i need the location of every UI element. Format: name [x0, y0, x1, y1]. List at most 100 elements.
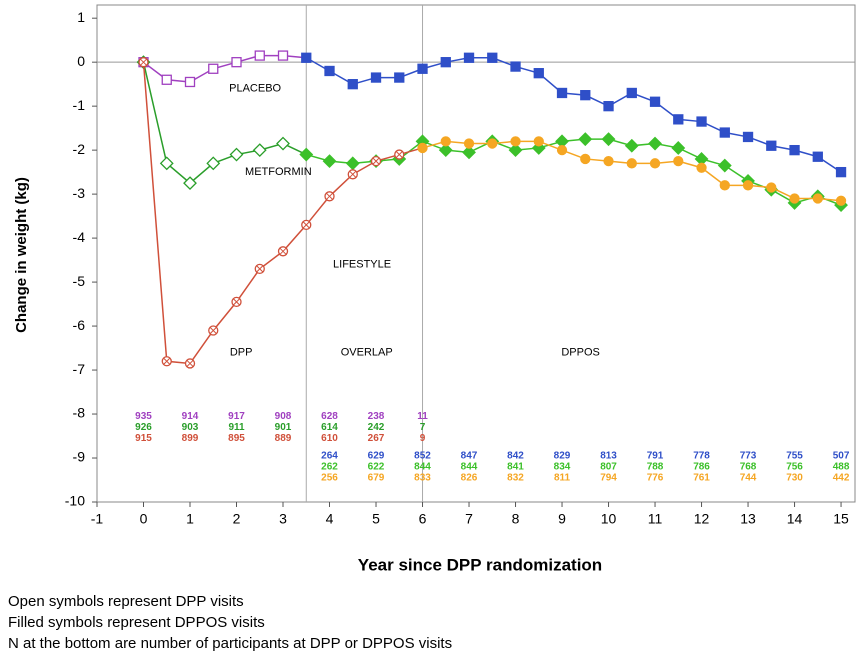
- x-tick-label: 15: [833, 511, 849, 527]
- n-count: 7: [420, 422, 426, 433]
- n-count: 267: [368, 433, 385, 444]
- n-count: 935: [135, 411, 152, 422]
- n-count: 847: [461, 450, 478, 461]
- marker: [345, 156, 360, 171]
- marker: [252, 143, 267, 158]
- marker: [533, 68, 544, 79]
- marker: [208, 63, 219, 74]
- marker: [394, 72, 405, 83]
- line-dppos: [306, 138, 842, 206]
- n-count: 756: [786, 461, 803, 472]
- y-tick-label: -7: [73, 361, 86, 377]
- marker: [159, 156, 174, 171]
- marker: [626, 87, 637, 99]
- marker: [417, 142, 428, 154]
- marker: [510, 136, 521, 147]
- x-tick-label: 14: [787, 511, 803, 527]
- period-label: DPP: [230, 346, 253, 358]
- marker: [696, 116, 707, 127]
- series-label: PLACEBO: [229, 82, 281, 94]
- n-count: 832: [507, 472, 524, 483]
- marker: [835, 195, 847, 206]
- marker: [626, 158, 637, 169]
- y-axis-title: Change in weight (kg): [13, 177, 30, 333]
- n-count: 852: [414, 450, 431, 461]
- n-count: 242: [368, 422, 385, 433]
- y-tick-label: -1: [73, 97, 86, 113]
- n-count: 826: [461, 472, 478, 483]
- y-tick-label: -5: [73, 273, 86, 289]
- x-tick-label: 7: [465, 511, 473, 527]
- y-tick-label: -4: [73, 229, 86, 245]
- n-count: 834: [554, 461, 571, 472]
- line-dpp: [142, 62, 423, 365]
- n-count: 776: [647, 472, 664, 483]
- series-label: LIFESTYLE: [333, 258, 391, 270]
- marker: [766, 182, 777, 193]
- x-tick-label: -1: [91, 511, 104, 527]
- marker: [254, 50, 265, 61]
- marker: [510, 61, 521, 72]
- marker-cross: [326, 192, 333, 200]
- n-count: 614: [321, 422, 338, 433]
- marker: [673, 114, 684, 125]
- x-tick-label: 12: [694, 511, 710, 527]
- n-count: 9: [420, 433, 426, 444]
- marker: [206, 156, 221, 171]
- marker: [487, 138, 498, 149]
- marker: [229, 147, 244, 162]
- x-axis-title: Year since DPP randomization: [358, 555, 602, 574]
- x-tick-label: 2: [233, 511, 241, 527]
- marker: [462, 145, 476, 160]
- marker: [370, 72, 382, 83]
- marker: [301, 52, 312, 63]
- x-tick-label: 1: [186, 511, 194, 527]
- n-count: 679: [368, 472, 385, 483]
- x-tick-label: 5: [372, 511, 380, 527]
- n-count: 238: [368, 411, 385, 422]
- marker: [417, 63, 428, 74]
- marker: [812, 151, 823, 162]
- marker-cross: [186, 360, 194, 367]
- marker: [835, 166, 847, 178]
- n-count: 915: [135, 433, 152, 444]
- marker-cross: [233, 298, 240, 306]
- marker-cross: [163, 357, 171, 365]
- marker: [812, 193, 823, 204]
- y-tick-label: -2: [73, 141, 86, 157]
- marker: [717, 158, 732, 173]
- marker: [742, 180, 754, 191]
- n-count: 730: [786, 472, 803, 483]
- marker: [533, 136, 544, 147]
- marker: [438, 143, 453, 158]
- n-count: 628: [321, 411, 338, 422]
- marker: [508, 143, 523, 158]
- n-count: 622: [368, 461, 385, 472]
- n-count: 755: [786, 450, 803, 461]
- x-tick-label: 0: [140, 511, 148, 527]
- n-count: 264: [321, 450, 338, 461]
- marker: [673, 155, 684, 167]
- n-count: 488: [833, 461, 850, 472]
- x-tick-label: 3: [279, 511, 287, 527]
- n-count: 794: [600, 472, 617, 483]
- marker: [649, 96, 661, 107]
- footnote: N at the bottom are number of participan…: [8, 635, 452, 652]
- n-count: 889: [275, 433, 292, 444]
- n-count: 908: [275, 411, 292, 422]
- marker: [789, 193, 800, 204]
- n-count: 761: [693, 472, 710, 483]
- period-label: DPPOS: [561, 346, 600, 358]
- x-tick-label: 13: [740, 511, 756, 527]
- plot-frame: [96, 4, 856, 503]
- marker: [603, 101, 614, 112]
- marker: [556, 144, 568, 156]
- n-count: 844: [414, 461, 431, 472]
- marker: [742, 131, 754, 143]
- marker: [276, 136, 290, 151]
- marker-cross: [140, 58, 147, 66]
- x-tick-label: 9: [558, 511, 566, 527]
- y-tick-label: -3: [73, 185, 86, 201]
